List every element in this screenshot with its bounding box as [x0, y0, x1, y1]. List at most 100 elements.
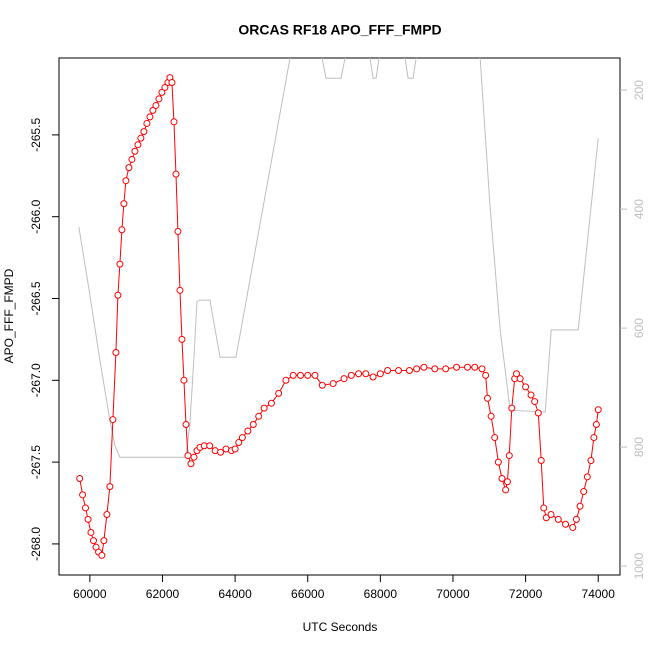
- data-point: [531, 398, 539, 406]
- data-point: [87, 528, 95, 536]
- data-point: [140, 128, 148, 136]
- data-point: [174, 227, 182, 235]
- data-point: [238, 434, 246, 442]
- data-point: [405, 366, 413, 374]
- data-point: [483, 394, 491, 402]
- data-point: [231, 445, 239, 453]
- data-point: [168, 79, 176, 87]
- data-point: [347, 371, 355, 379]
- data-point: [587, 456, 595, 464]
- data-point: [516, 375, 524, 383]
- chart-title: ORCAS RF18 APO_FFF_FMPD: [238, 22, 441, 38]
- data-point: [590, 434, 598, 442]
- plot-area: [76, 58, 602, 559]
- x-axis-label: UTC Seconds: [303, 620, 378, 634]
- data-point: [255, 412, 263, 420]
- data-point: [369, 373, 377, 381]
- data-point: [125, 164, 133, 172]
- data-point: [120, 200, 128, 208]
- data-point: [134, 141, 142, 149]
- data-point: [522, 383, 530, 391]
- data-point: [112, 348, 120, 356]
- data-point: [471, 363, 479, 371]
- data-point: [170, 118, 178, 126]
- data-point: [143, 119, 151, 127]
- x-tick-label: 64000: [218, 587, 252, 601]
- x-tick-label: 70000: [436, 587, 470, 601]
- data-point: [431, 365, 439, 373]
- data-point: [149, 106, 157, 114]
- data-point: [100, 537, 108, 545]
- data-point: [503, 478, 511, 486]
- x-tick-label: 60000: [73, 587, 107, 601]
- data-point: [76, 474, 84, 482]
- data-point: [304, 371, 312, 379]
- data-point: [103, 510, 111, 518]
- y-tick-label: -267.5: [29, 445, 43, 479]
- data-point: [311, 371, 319, 379]
- data-point: [267, 399, 275, 407]
- data-point: [384, 366, 392, 374]
- y-tick-label: -266.0: [29, 199, 43, 233]
- data-point: [527, 391, 535, 399]
- data-point: [491, 434, 499, 442]
- data-point: [146, 113, 154, 121]
- data-point: [131, 147, 139, 155]
- data-point: [442, 365, 450, 373]
- x-tick-label: 62000: [146, 587, 180, 601]
- y-tick-label: -267.0: [29, 363, 43, 397]
- data-point: [547, 510, 555, 518]
- data-point: [235, 438, 243, 446]
- data-point: [98, 551, 106, 559]
- data-point: [155, 95, 163, 103]
- data-point: [569, 524, 577, 532]
- data-point: [482, 371, 490, 379]
- data-point: [502, 486, 510, 494]
- data-point: [594, 406, 602, 414]
- data-point: [592, 420, 600, 428]
- x-tick-label: 66000: [291, 587, 325, 601]
- data-point: [106, 483, 114, 491]
- data-point: [84, 515, 92, 523]
- data-point: [289, 371, 297, 379]
- data-point: [537, 456, 545, 464]
- data-point: [244, 427, 252, 435]
- y-axis-label: APO_FFF_FMPD: [2, 268, 16, 363]
- x-tick-label: 72000: [509, 587, 543, 601]
- y-tick-label: -266.5: [29, 281, 43, 315]
- data-point: [116, 260, 124, 268]
- data-point: [562, 520, 570, 528]
- data-point: [478, 365, 486, 373]
- data-point: [513, 370, 521, 378]
- data-point: [453, 363, 461, 371]
- data-point: [82, 504, 90, 512]
- data-point: [505, 452, 513, 460]
- data-point: [508, 404, 516, 412]
- data-point: [572, 515, 580, 523]
- data-point: [249, 420, 257, 428]
- y2-tick-label: 1000: [632, 552, 646, 579]
- data-point: [182, 420, 190, 428]
- y2-tick-label: 800: [632, 437, 646, 457]
- data-point: [542, 514, 550, 522]
- data-point: [540, 504, 548, 512]
- x-tick-label: 68000: [364, 587, 398, 601]
- data-point: [534, 409, 542, 417]
- data-point: [282, 376, 290, 384]
- series-line: [78, 58, 599, 458]
- data-point: [583, 473, 591, 481]
- data-point: [498, 474, 506, 482]
- data-point: [395, 366, 403, 374]
- data-point: [152, 101, 160, 109]
- data-point: [178, 335, 186, 343]
- data-point: [217, 448, 225, 456]
- data-point: [554, 515, 562, 523]
- data-point: [89, 537, 97, 545]
- data-point: [494, 458, 502, 466]
- plot-frame: [58, 57, 621, 576]
- data-point: [118, 226, 126, 234]
- data-point: [420, 363, 428, 371]
- data-point: [109, 416, 117, 424]
